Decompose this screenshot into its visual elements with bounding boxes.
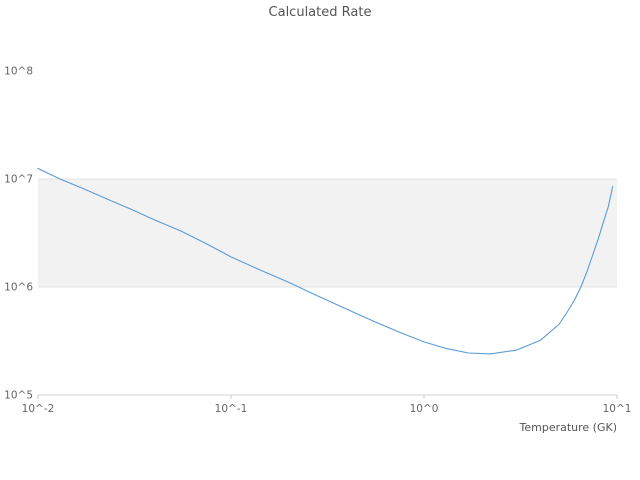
chart-title: Calculated Rate — [269, 5, 372, 20]
y-axis-tick-labels: 10^5 10^6 10^7 10^8 — [4, 66, 33, 402]
x-axis-label: Temperature (GK) — [519, 421, 618, 434]
x-axis-tick-labels: 10^-2 10^-1 10^0 10^1 — [22, 403, 632, 415]
x-tick-label: 10^1 — [603, 403, 632, 415]
x-axis-tick-marks — [37, 395, 618, 399]
y-tick-label: 10^6 — [4, 282, 33, 294]
y-tick-label: 10^8 — [4, 66, 33, 78]
y-tick-label: 10^7 — [4, 174, 33, 186]
x-tick-label: 10^0 — [410, 403, 439, 415]
x-tick-label: 10^-2 — [22, 403, 55, 415]
y-tick-label: 10^5 — [4, 390, 33, 402]
decade-shading-band — [38, 179, 617, 287]
rate-curve — [37, 167, 614, 355]
gridlines — [38, 178, 617, 288]
x-tick-label: 10^-1 — [215, 403, 248, 415]
